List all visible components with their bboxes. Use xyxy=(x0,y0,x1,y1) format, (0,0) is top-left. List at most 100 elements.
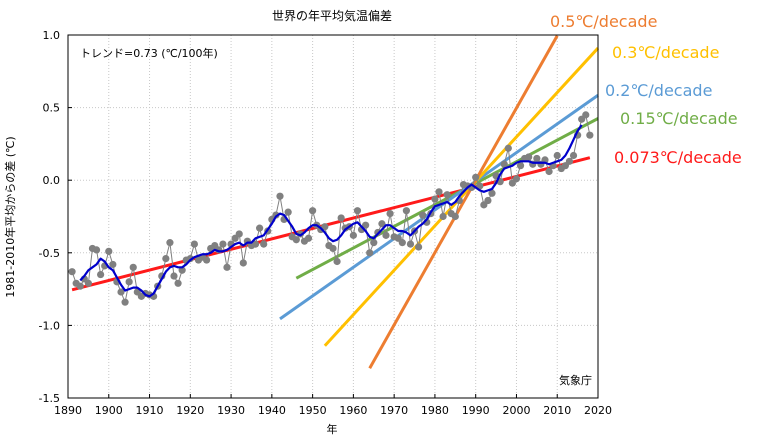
trend-line xyxy=(323,47,600,347)
annual-point xyxy=(402,207,410,215)
annual-point xyxy=(415,243,423,251)
annual-point xyxy=(398,239,406,247)
annual-point xyxy=(370,239,378,247)
trend-line xyxy=(295,117,599,280)
x-tick-label: 1990 xyxy=(462,404,490,417)
annual-point xyxy=(109,260,117,269)
y-tick-label: -1.5 xyxy=(39,392,60,405)
annual-point xyxy=(484,196,492,205)
moving-average-series xyxy=(79,124,583,298)
trend-line xyxy=(279,94,599,321)
y-tick-label: -0.5 xyxy=(39,247,60,260)
annual-point xyxy=(117,288,125,296)
annual-point xyxy=(533,154,541,163)
annual-point xyxy=(569,151,578,160)
plot-frame xyxy=(67,34,599,399)
annual-point xyxy=(349,231,357,239)
annual-point xyxy=(512,175,521,183)
x-tick-label: 2010 xyxy=(543,404,571,417)
annual-point xyxy=(284,208,292,216)
annual-point xyxy=(309,207,317,215)
annual-point xyxy=(553,151,561,160)
credit-label: 気象庁 xyxy=(559,373,592,387)
x-tick-label: 1980 xyxy=(421,404,449,417)
annual-point xyxy=(329,244,337,253)
annual-point xyxy=(239,259,247,267)
annual-point xyxy=(321,223,329,231)
annual-point xyxy=(443,191,451,199)
annual-point xyxy=(431,195,439,203)
annual-point xyxy=(223,263,231,271)
annual-point xyxy=(451,212,459,221)
annual-point xyxy=(525,153,533,161)
annual-point xyxy=(125,278,133,286)
trend-annotation: トレンド=0.73 (℃/100年) xyxy=(80,46,218,60)
trend-rate-label: 0.2℃/decade xyxy=(605,81,712,100)
annual-point xyxy=(129,263,137,271)
x-tick-label: 1940 xyxy=(258,404,286,417)
annual-point xyxy=(121,298,129,306)
annual-point xyxy=(292,236,300,244)
trend-line xyxy=(368,34,559,369)
annual-point xyxy=(276,192,284,200)
annual-point xyxy=(439,212,447,221)
annual-point xyxy=(251,240,260,248)
annual-point xyxy=(472,173,480,181)
x-tick-label: 1890 xyxy=(54,404,82,417)
annual-point xyxy=(386,209,394,218)
annual-point xyxy=(378,220,386,228)
annual-point xyxy=(178,266,186,274)
annual-point xyxy=(260,240,268,248)
y-axis-label: 1981-2010年平均からの差 (℃) xyxy=(3,136,17,297)
x-tick-label: 1970 xyxy=(380,404,408,417)
x-tick-label: 1920 xyxy=(176,404,204,417)
y-tick-label: -1.0 xyxy=(39,319,60,332)
annual-point xyxy=(545,167,553,176)
annual-point xyxy=(170,272,178,280)
y-tick-label: 0.5 xyxy=(43,102,61,115)
chart-title: 世界の年平均気温偏差 xyxy=(272,8,392,23)
annual-point xyxy=(162,255,170,263)
annual-point xyxy=(203,256,211,264)
annual-point xyxy=(92,246,101,254)
annual-point xyxy=(166,239,174,247)
annual-point xyxy=(235,230,243,238)
annual-point xyxy=(406,240,415,248)
annual-point xyxy=(500,160,508,168)
annual-point xyxy=(362,221,370,229)
x-tick-label: 1900 xyxy=(95,404,123,417)
annual-point xyxy=(68,268,76,276)
annual-point xyxy=(366,249,374,257)
annual-point xyxy=(272,211,280,219)
annual-point xyxy=(504,144,512,152)
x-axis-label: 年 xyxy=(327,422,338,436)
y-tick-label: 1.0 xyxy=(43,29,61,42)
x-tick-label: 1930 xyxy=(217,404,245,417)
rate-labels: 0.073℃/decade 0.15℃/decade 0.2℃/decade 0.3℃… xyxy=(550,12,742,167)
annual-point xyxy=(76,282,84,290)
annual-point xyxy=(353,207,362,215)
x-tick-label: 1910 xyxy=(136,404,164,417)
annual-point xyxy=(337,214,345,222)
trend-rate-label: 0.3℃/decade xyxy=(612,43,719,62)
annual-point xyxy=(516,162,525,170)
annual-point xyxy=(419,211,427,219)
x-tick-label: 1960 xyxy=(339,404,367,417)
trend-lines xyxy=(71,34,600,369)
annual-point xyxy=(582,111,590,119)
annual-point xyxy=(256,224,264,232)
moving-average-line xyxy=(79,124,583,298)
annual-point xyxy=(105,247,113,255)
x-tick-label: 2020 xyxy=(584,404,612,417)
tick-labels: 1890 1900 1910 1920 1930 1940 1950 1960 1970 1980… xyxy=(39,29,612,417)
annual-point xyxy=(541,156,549,164)
annual-point xyxy=(586,131,594,139)
annual-point xyxy=(304,234,313,242)
trend-rate-label: 0.073℃/decade xyxy=(614,148,742,167)
y-tick-label: 0.0 xyxy=(43,174,61,187)
annual-point xyxy=(565,157,574,165)
annual-point xyxy=(488,189,496,197)
annual-point xyxy=(97,270,105,279)
annual-point xyxy=(382,231,390,239)
